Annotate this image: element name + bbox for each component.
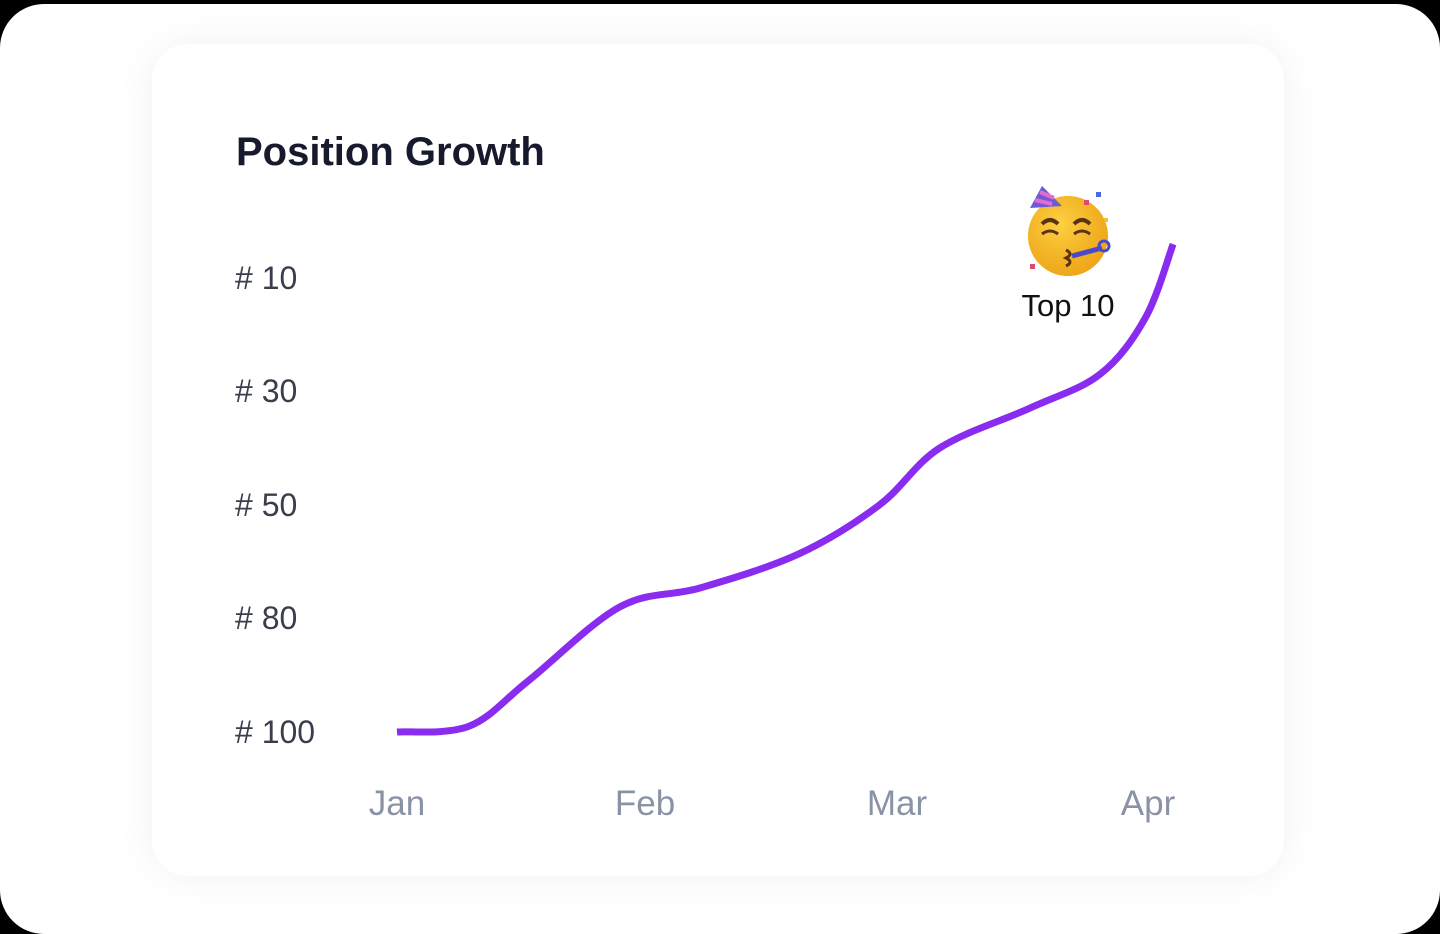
x-tick-label: Apr: [1121, 784, 1176, 823]
x-axis: Jan Feb Mar Apr: [369, 784, 1176, 823]
partying-face-emoji-icon: [1028, 186, 1111, 276]
y-tick-label: # 100: [235, 714, 315, 750]
chart-title: Position Growth: [236, 130, 545, 174]
chart-card: [152, 44, 1284, 876]
y-tick-label: # 10: [235, 260, 297, 296]
x-tick-label: Mar: [867, 784, 928, 823]
y-axis: # 10 # 30 # 50 # 80 # 100: [235, 260, 315, 750]
series-line: [396, 242, 1177, 736]
annotation-label: Top 10: [1021, 288, 1114, 323]
x-tick-label: Jan: [369, 784, 425, 823]
y-tick-label: # 50: [235, 487, 297, 523]
position-growth-chart: # 10 # 30 # 50 # 80 # 100 Jan Feb Mar Apr Top 1…: [235, 186, 1177, 823]
x-tick-label: Feb: [615, 784, 675, 823]
y-tick-label: # 80: [235, 600, 297, 636]
y-tick-label: # 30: [235, 373, 297, 409]
